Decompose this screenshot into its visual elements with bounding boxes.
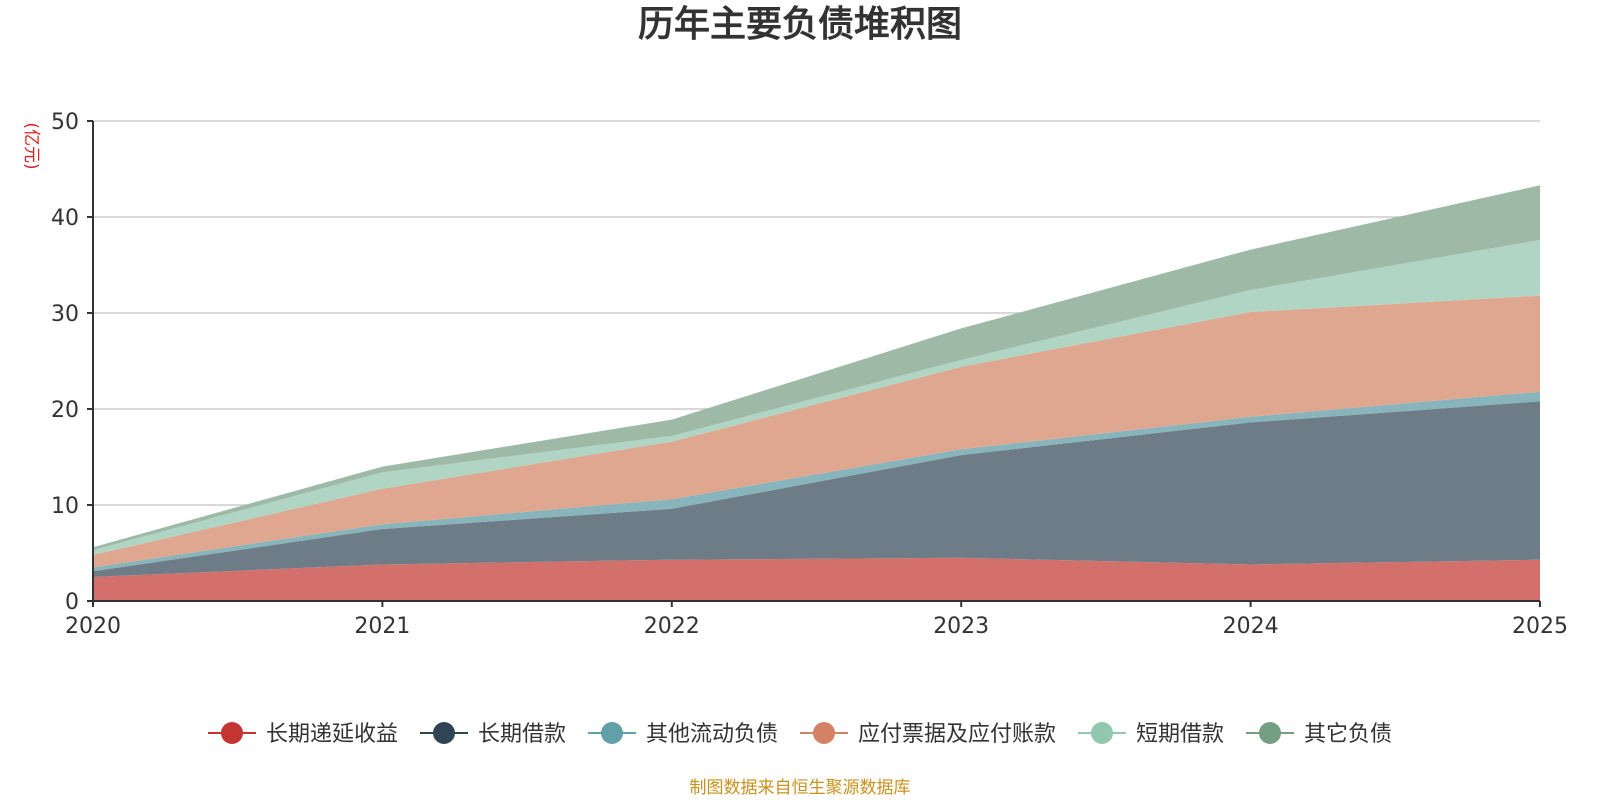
y-tick-label-40: 40 xyxy=(51,206,79,231)
x-tick-label-2025: 2025 xyxy=(1512,614,1568,639)
x-tick-label-2024: 2024 xyxy=(1223,614,1279,639)
legend[interactable]: 长期递延收益 长期借款 其他流动负债 应付票据及应付账款 短期借款 其它负债 xyxy=(208,722,1392,747)
legend-marker xyxy=(1091,722,1113,744)
x-tick-label-2020: 2020 xyxy=(65,614,121,639)
legend-item-5[interactable]: 其它负债 xyxy=(1246,722,1392,747)
area-series-2[interactable] xyxy=(93,391,1540,572)
x-tick-label-2023: 2023 xyxy=(933,614,989,639)
y-tick-label-30: 30 xyxy=(51,302,79,327)
legend-label: 其它负债 xyxy=(1304,722,1392,747)
legend-label: 长期递延收益 xyxy=(266,722,398,747)
y-tick-label-10: 10 xyxy=(51,494,79,519)
legend-item-2[interactable]: 其他流动负债 xyxy=(588,722,778,747)
area-series-0[interactable] xyxy=(93,557,1540,601)
stacked-areas xyxy=(93,185,1540,601)
legend-label: 其他流动负债 xyxy=(646,722,778,747)
x-tick-label-2022: 2022 xyxy=(644,614,700,639)
legend-marker xyxy=(601,722,623,744)
y-tick-label-20: 20 xyxy=(51,398,79,423)
legend-label: 长期借款 xyxy=(478,722,566,747)
x-tick-label-2021: 2021 xyxy=(354,614,410,639)
area-series-5[interactable] xyxy=(93,185,1540,551)
area-series-4[interactable] xyxy=(93,240,1540,555)
area-series-3[interactable] xyxy=(93,295,1540,568)
legend-marker xyxy=(433,722,455,744)
legend-marker xyxy=(1259,722,1281,744)
legend-item-3[interactable]: 应付票据及应付账款 xyxy=(800,722,1056,747)
y-tick-label-0: 0 xyxy=(65,590,79,615)
legend-item-0[interactable]: 长期递延收益 xyxy=(208,722,398,747)
legend-label: 应付票据及应付账款 xyxy=(858,722,1056,747)
legend-marker xyxy=(221,722,243,744)
legend-label: 短期借款 xyxy=(1136,722,1224,747)
area-series-1[interactable] xyxy=(93,401,1540,577)
chart-title: 历年主要负债堆积图 xyxy=(638,4,962,45)
legend-marker xyxy=(813,722,835,744)
legend-item-4[interactable]: 短期借款 xyxy=(1078,722,1224,747)
source-note: 制图数据来自恒生聚源数据库 xyxy=(690,778,911,798)
y-axis-unit-label: (亿元) xyxy=(21,122,41,169)
legend-item-1[interactable]: 长期借款 xyxy=(420,722,566,747)
y-tick-label-50: 50 xyxy=(51,110,79,135)
axes: 0 10 20 30 40 50 2020 2021 2022 2023 2024 2025 xyxy=(51,110,1568,639)
